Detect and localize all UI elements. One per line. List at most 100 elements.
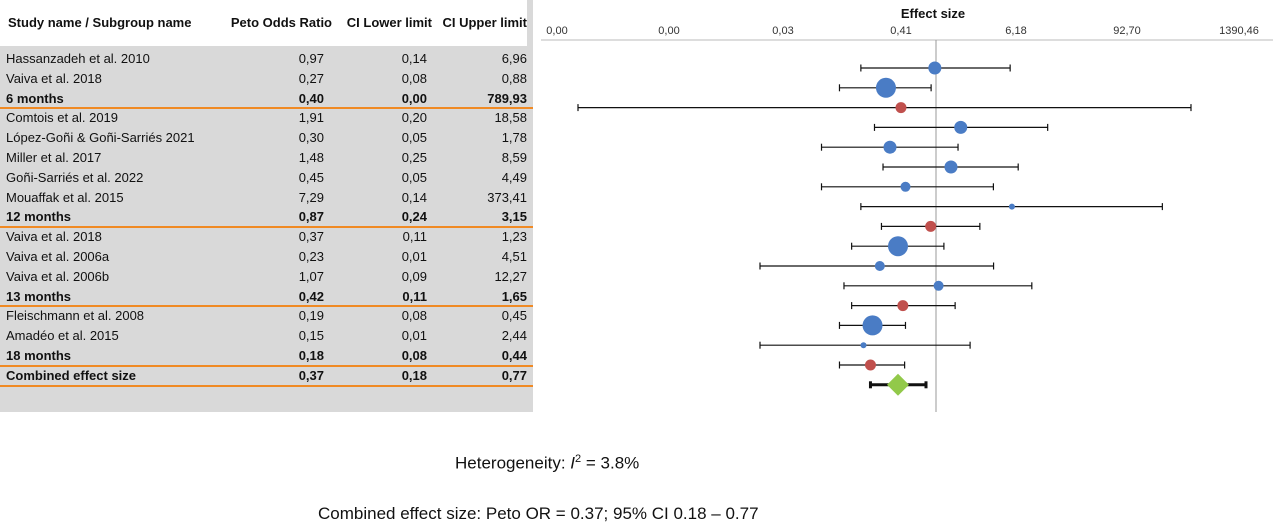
ci-lower-cell: 0,14 — [401, 189, 427, 205]
header-ci-lower: CI Lower limit — [332, 0, 432, 46]
combined-diamond — [887, 373, 910, 396]
study-name-cell: Fleischmann et al. 2008 — [6, 308, 145, 324]
combined-effect-text: Combined effect size: Peto OR = 0.37; 95… — [318, 504, 759, 523]
subgroup-point — [925, 220, 937, 232]
ci-lower-cell: 0,08 — [401, 348, 427, 363]
study-effect-mark — [851, 236, 945, 257]
study-point — [888, 236, 909, 257]
subgroup-point — [864, 359, 876, 371]
ci-upper-cell: 0,44 — [501, 348, 527, 363]
study-name-cell: 13 months — [6, 288, 72, 304]
peto-or-cell: 0,45 — [298, 169, 324, 185]
ci-upper-cell: 0,88 — [501, 70, 527, 86]
ci-upper-cell: 0,45 — [501, 308, 527, 324]
study-name-cell: Miller et al. 2017 — [6, 150, 102, 165]
ci-upper-cell: 1,23 — [501, 229, 527, 245]
header-peto-or: Peto Odds Ratio — [214, 0, 332, 46]
table-row: Miller et al. 2017 1,48 0,25 8,59 — [0, 148, 533, 168]
study-effect-mark — [873, 120, 1049, 134]
header-study-name: Study name / Subgroup name — [0, 0, 222, 46]
peto-or-cell: 0,27 — [298, 70, 324, 86]
ci-lower-cell: 0,05 — [401, 130, 427, 146]
ci-lower-cell: 0,08 — [401, 308, 427, 324]
ci-lower-cell: 0,14 — [401, 51, 427, 66]
study-effect-mark — [820, 140, 959, 154]
table-row: Goñi-Sarriés et al. 2022 0,45 0,05 4,49 — [0, 168, 533, 188]
study-name-cell: Vaiva et al. 2018 — [6, 70, 102, 86]
subgroup-effect-mark — [851, 300, 956, 312]
study-point — [954, 120, 968, 134]
chart-title: Effect size — [901, 6, 965, 21]
peto-or-cell: 0,37 — [298, 229, 324, 245]
study-effect-mark — [882, 160, 1019, 174]
table-row: Amadéo et al. 2015 0,15 0,01 2,44 — [0, 326, 533, 346]
ci-lower-cell: 0,01 — [401, 249, 427, 264]
ci-upper-cell: 4,49 — [501, 169, 527, 185]
x-tick-label: 0,03 — [772, 25, 793, 37]
ci-upper-cell: 3,15 — [501, 209, 527, 225]
study-name-cell: Vaiva et al. 2006a — [6, 249, 110, 264]
study-point — [875, 77, 896, 98]
ci-lower-cell: 0,11 — [402, 229, 427, 245]
ci-upper-cell: 789,93 — [487, 90, 527, 106]
study-effect-mark — [838, 77, 932, 98]
peto-or-cell: 0,15 — [298, 328, 324, 344]
x-tick-label: 92,70 — [1113, 25, 1141, 37]
ci-upper-cell: 12,27 — [494, 268, 527, 284]
peto-or-cell: 0,87 — [298, 209, 324, 225]
peto-or-cell: 0,40 — [298, 90, 324, 106]
ci-lower-cell: 0,01 — [401, 328, 427, 344]
study-effect-mark — [860, 203, 1163, 211]
table-row: Hassanzadeh et al. 2010 0,97 0,14 6,96 — [0, 49, 533, 69]
table-row: Vaiva et al. 2018 0,37 0,11 1,23 — [0, 227, 533, 247]
study-point — [874, 261, 885, 271]
study-effect-mark — [759, 261, 995, 271]
forest-plot: Effect size 0,00 0,00 0,03 0,41 6,18 92,70 1390… — [541, 6, 1273, 412]
ci-upper-cell: 373,41 — [487, 189, 527, 205]
ci-lower-cell: 0,25 — [401, 150, 427, 165]
ci-lower-cell: 0,05 — [401, 169, 427, 185]
subgroup-point — [895, 102, 907, 114]
combined-effect-mark — [868, 373, 928, 396]
peto-or-cell: 0,23 — [298, 249, 324, 264]
heterogeneity-sup: 2 — [575, 453, 582, 465]
study-name-cell: 18 months — [6, 348, 72, 363]
heterogeneity-i: I — [570, 453, 576, 473]
subgroup-row: 12 months 0,87 0,24 3,15 — [0, 207, 533, 228]
table-row: Vaiva et al. 2006b 1,07 0,09 12,27 — [0, 267, 533, 287]
peto-or-cell: 0,97 — [298, 51, 324, 66]
study-name-cell: 6 months — [6, 90, 64, 106]
heterogeneity-text: Heterogeneity: I2 = 3.8% — [455, 453, 639, 474]
study-effect-mark — [838, 315, 907, 336]
table-row: López-Goñi & Goñi-Sarriés 2021 0,30 0,05 1,… — [0, 128, 533, 148]
study-name-cell: Goñi-Sarriés et al. 2022 — [6, 169, 144, 185]
peto-or-cell: 0,42 — [298, 288, 324, 304]
study-point — [944, 160, 958, 174]
study-effect-mark — [860, 61, 1011, 75]
x-tick-label: 1390,46 — [1219, 25, 1259, 37]
table-row: Mouaffak et al. 2015 7,29 0,14 373,41 — [0, 188, 533, 208]
combined-row: Combined effect size 0,37 0,18 0,77 — [0, 366, 533, 387]
ci-upper-cell: 4,51 — [501, 249, 527, 264]
subgroup-effect-mark — [838, 359, 906, 371]
study-name-cell: López-Goñi & Goñi-Sarriés 2021 — [6, 130, 195, 146]
study-name-cell: Hassanzadeh et al. 2010 — [6, 51, 150, 66]
study-name-cell: Vaiva et al. 2006b — [6, 268, 110, 284]
peto-or-cell: 1,07 — [298, 268, 324, 284]
table-row: Comtois et al. 2019 1,91 0,20 18,58 — [0, 108, 533, 128]
peto-or-cell: 0,18 — [298, 348, 324, 363]
table-row: Vaiva et al. 2018 0,27 0,08 0,88 — [0, 69, 533, 89]
study-name-cell: Comtois et al. 2019 — [6, 110, 119, 126]
x-tick-label: 0,00 — [658, 25, 679, 37]
study-name-cell: Vaiva et al. 2018 — [6, 229, 102, 245]
study-point — [900, 181, 911, 192]
ci-upper-cell: 8,59 — [501, 150, 527, 165]
subgroup-effect-mark — [880, 220, 981, 232]
x-tick-label: 0,00 — [546, 25, 567, 37]
study-point — [860, 342, 867, 349]
heterogeneity-value: = 3.8% — [581, 453, 640, 473]
x-tick-label: 0,41 — [890, 25, 911, 37]
peto-or-cell: 0,30 — [298, 130, 324, 146]
table-row: Fleischmann et al. 2008 0,19 0,08 0,45 — [0, 306, 533, 326]
peto-or-cell: 0,19 — [298, 308, 324, 324]
